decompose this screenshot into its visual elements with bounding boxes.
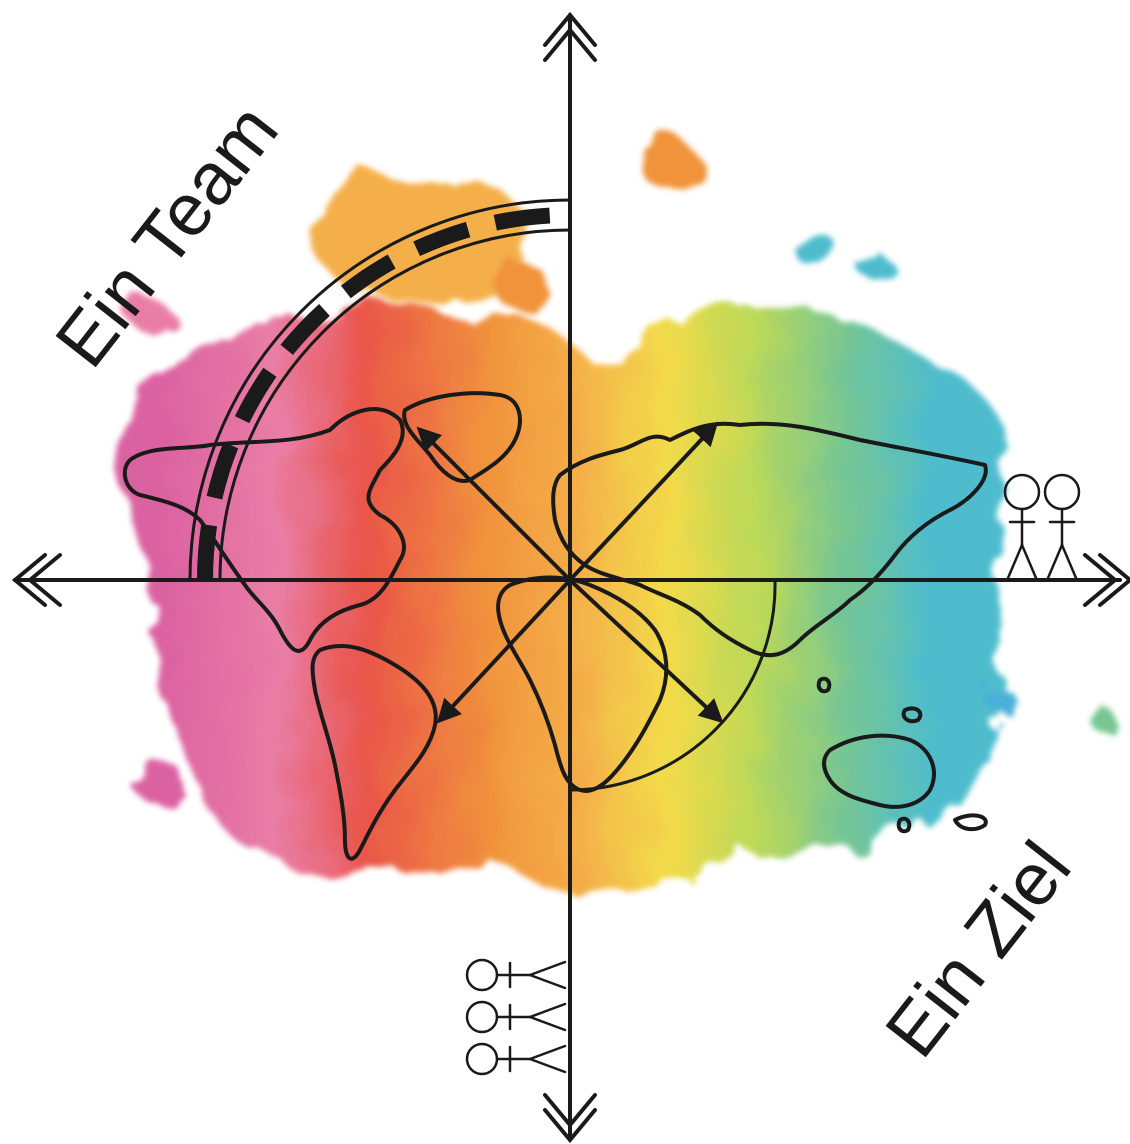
watercolor-splash-icon bbox=[117, 141, 1117, 889]
goal-label: Ein Ziel bbox=[869, 826, 1086, 1072]
stick-figure-icon bbox=[1003, 473, 1081, 580]
segmented-arc bbox=[188, 198, 571, 581]
chevron-left-icon bbox=[11, 553, 62, 607]
stick-figure-bottom-2 bbox=[465, 1000, 567, 1034]
stick-figure-right-1 bbox=[1003, 473, 1041, 580]
arrow-northeast bbox=[568, 421, 719, 582]
continent-australia bbox=[822, 733, 936, 809]
stick-figure-icon bbox=[465, 958, 567, 1076]
continent-greenland bbox=[402, 391, 522, 483]
arrow-southeast bbox=[568, 578, 724, 724]
arrow-southwest bbox=[436, 578, 572, 724]
chevron-up-icon bbox=[543, 11, 597, 62]
continent-south-america bbox=[310, 643, 438, 861]
arrow-northwest bbox=[416, 426, 572, 582]
continent-africa bbox=[496, 575, 669, 793]
chevron-down-icon bbox=[543, 1093, 597, 1144]
arrow-icon bbox=[416, 421, 724, 724]
stick-figure-right-2 bbox=[1043, 473, 1081, 580]
stick-figure-bottom-1 bbox=[465, 958, 567, 992]
chevron-right-icon bbox=[1083, 553, 1130, 607]
inner-arc bbox=[569, 579, 777, 792]
stick-figure-bottom-3 bbox=[465, 1042, 567, 1076]
